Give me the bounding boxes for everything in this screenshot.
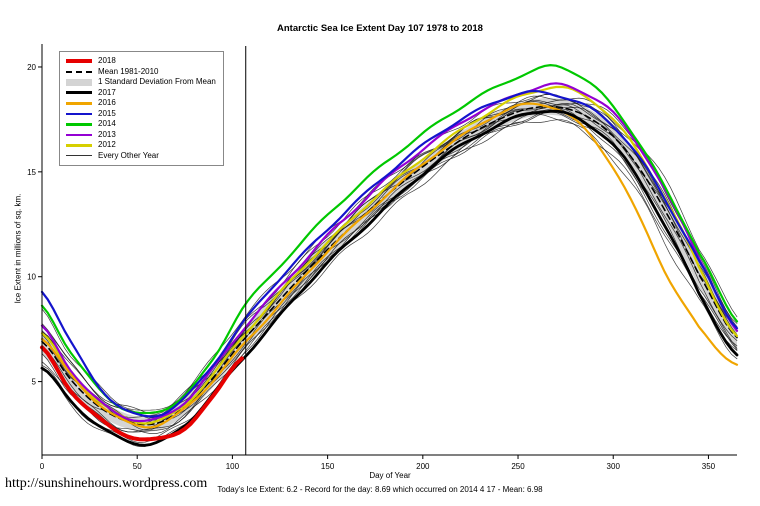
source-url-link[interactable]: http://sunshinehours.wordpress.com: [5, 476, 208, 491]
series-2014-line: [40, 63, 739, 415]
legend-label: 2018: [98, 56, 116, 66]
legend: 2018 Mean 1981-2010 1 Standard Deviation F…: [59, 51, 224, 166]
series-2016-line: [40, 102, 739, 429]
legend-label: Every Other Year: [98, 150, 159, 160]
legend-swatch-icon: [66, 112, 92, 115]
x-tick-label: 100: [226, 462, 240, 471]
legend-swatch-icon: [66, 123, 92, 126]
legend-label: 2013: [98, 129, 116, 139]
legend-swatch-icon: [66, 102, 92, 105]
legend-label: 2017: [98, 87, 116, 97]
x-tick-label: 250: [511, 462, 525, 471]
y-tick-label: 15: [27, 168, 36, 177]
legend-swatch-icon: [66, 91, 92, 95]
y-tick-label: 10: [27, 273, 36, 282]
legend-item-2016: 2016: [66, 98, 216, 109]
x-tick-label: 350: [702, 462, 716, 471]
x-tick-label: 300: [607, 462, 621, 471]
series-2017-line: [40, 109, 739, 447]
legend-item-1-standard-deviation-from-mean: 1 Standard Deviation From Mean: [66, 77, 216, 88]
legend-label: 2016: [98, 98, 116, 108]
legend-swatch-icon: [66, 59, 92, 64]
y-tick-label: 5: [32, 378, 37, 387]
x-axis-label: Day of Year: [369, 471, 411, 480]
background-year-line: [41, 94, 738, 411]
legend-label: 1 Standard Deviation From Mean: [98, 77, 216, 87]
legend-label: 2014: [98, 119, 116, 129]
legend-item-2012: 2012: [66, 140, 216, 151]
legend-label: 2015: [98, 108, 116, 118]
y-axis-label: Ice Extent in millions of sq. km.: [13, 193, 23, 304]
chart-title: Antarctic Sea Ice Extent Day 107 1978 to…: [277, 23, 483, 34]
legend-label: Mean 1981-2010: [98, 66, 159, 76]
x-tick-label: 0: [40, 462, 45, 471]
x-tick-label: 150: [321, 462, 335, 471]
legend-item-2014: 2014: [66, 119, 216, 130]
legend-item-2013: 2013: [66, 130, 216, 141]
legend-item-2015: 2015: [66, 109, 216, 120]
legend-swatch-icon: [66, 70, 92, 73]
legend-swatch-icon: [66, 133, 92, 136]
x-tick-label: 200: [416, 462, 430, 471]
legend-item-every-other-year: Every Other Year: [66, 151, 216, 162]
x-tick-label: 50: [133, 462, 142, 471]
legend-swatch-icon: [66, 144, 92, 147]
legend-swatch-icon: [66, 155, 92, 157]
y-tick-label: 20: [27, 63, 36, 72]
stats-footer: Today's Ice Extent: 6.2 - Record for the…: [217, 485, 543, 494]
legend-item-2017: 2017: [66, 88, 216, 99]
series-2015-line: [40, 89, 739, 418]
series-2012-line: [40, 85, 739, 425]
series-2013-line: [40, 82, 739, 423]
legend-swatch-icon: [66, 78, 92, 86]
background-year-line: [41, 113, 738, 434]
series-2018-line: [40, 345, 244, 442]
legend-item-2018: 2018: [66, 56, 216, 67]
legend-item-mean-1981-2010: Mean 1981-2010: [66, 67, 216, 78]
legend-label: 2012: [98, 140, 116, 150]
